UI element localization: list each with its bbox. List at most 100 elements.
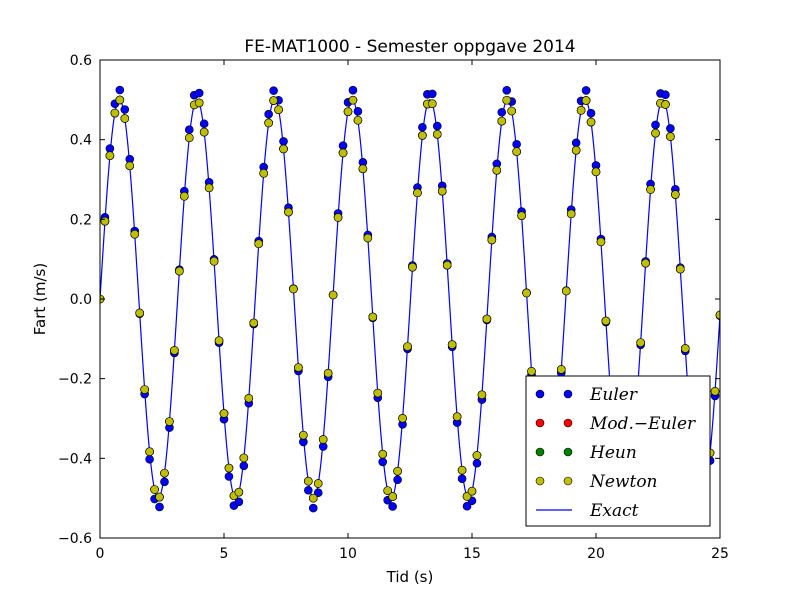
data-point-euler	[512, 139, 521, 149]
data-point-newton	[150, 485, 159, 494]
data-point-newton	[596, 237, 606, 247]
data-point-newton	[264, 118, 273, 128]
legend-marker-newton	[535, 476, 545, 486]
data-point-newton	[502, 95, 512, 105]
chart-title: FE-MAT1000 - Semester oppgave 2014	[244, 37, 575, 57]
data-point-newton	[512, 147, 521, 156]
data-point-newton	[472, 451, 482, 460]
data-point-newton	[403, 342, 412, 351]
data-point-newton	[467, 486, 477, 496]
data-point-newton	[432, 130, 442, 139]
data-point-newton	[170, 346, 179, 355]
data-point-newton	[373, 388, 383, 398]
data-point-euler	[651, 120, 660, 130]
data-point-newton	[482, 314, 492, 324]
legend-label-newton: Newton	[589, 472, 658, 492]
data-point-newton	[576, 106, 586, 115]
data-point-euler	[378, 457, 388, 467]
data-point-newton	[442, 260, 452, 270]
data-point-newton	[428, 99, 437, 108]
data-point-newton	[561, 286, 571, 296]
data-point-euler	[234, 497, 244, 507]
data-point-euler	[313, 488, 323, 498]
data-point-euler	[115, 85, 125, 95]
data-point-newton	[710, 386, 720, 396]
data-point-newton	[358, 164, 368, 174]
data-point-euler	[239, 461, 249, 471]
data-point-newton	[274, 105, 283, 115]
data-point-newton	[269, 96, 278, 105]
y-tick-label: −0.2	[58, 372, 92, 388]
data-point-newton	[219, 409, 229, 418]
data-point-newton	[145, 447, 154, 456]
data-point-newton	[165, 417, 174, 426]
data-point-newton	[105, 151, 115, 161]
data-point-newton	[661, 100, 670, 109]
data-point-newton	[249, 318, 259, 328]
data-point-newton	[715, 310, 720, 320]
data-point-euler	[472, 458, 482, 468]
data-point-newton	[646, 185, 655, 194]
data-point-newton	[160, 468, 169, 478]
y-axis: −0.6 −0.4 −0.2 0.0 0.2 0.4 0.6	[58, 53, 720, 547]
data-point-euler	[388, 502, 397, 511]
data-point-newton	[155, 492, 164, 502]
data-point-euler	[571, 138, 581, 148]
data-point-euler	[105, 144, 115, 153]
data-point-newton	[199, 127, 209, 137]
y-tick-label: 0.0	[70, 292, 92, 308]
data-point-euler	[304, 485, 313, 495]
legend-marker-mod-euler	[535, 418, 545, 428]
data-point-newton	[214, 336, 224, 345]
data-point-newton	[318, 435, 328, 444]
data-point-newton	[333, 213, 343, 222]
data-point-newton	[348, 95, 358, 105]
legend-marker-euler	[535, 389, 545, 399]
data-point-euler	[497, 107, 507, 117]
data-point-newton	[487, 235, 497, 245]
data-point-newton	[180, 191, 189, 201]
data-point-newton	[408, 262, 417, 272]
x-tick-label: 0	[96, 546, 105, 562]
data-point-newton	[383, 486, 392, 495]
data-point-newton	[125, 161, 135, 171]
y-axis-label: Fart (m/s)	[31, 263, 49, 335]
legend-label-euler: Euler	[589, 385, 638, 405]
y-tick-label: 0.6	[70, 53, 92, 69]
data-point-newton	[378, 449, 388, 459]
legend-marker-mod-euler	[563, 418, 573, 428]
data-point-euler	[264, 109, 273, 119]
data-point-euler	[428, 89, 437, 99]
x-tick-label: 5	[220, 546, 229, 562]
data-point-newton	[388, 492, 397, 501]
data-point-newton	[363, 233, 373, 243]
data-point-newton	[100, 216, 110, 226]
data-point-newton	[398, 414, 407, 423]
data-point-newton	[556, 365, 566, 374]
legend-marker-euler	[563, 389, 573, 399]
data-point-newton	[313, 479, 323, 488]
data-point-euler	[279, 137, 288, 146]
legend-marker-heun	[563, 447, 573, 457]
data-point-newton	[581, 96, 591, 105]
legend-marker-newton	[563, 476, 573, 486]
y-tick-label: 0.4	[70, 133, 92, 149]
data-point-newton	[279, 144, 288, 154]
data-point-newton	[323, 368, 333, 378]
data-point-euler	[120, 105, 130, 114]
data-point-newton	[601, 316, 611, 326]
data-point-euler	[269, 86, 278, 95]
data-point-newton	[418, 131, 427, 140]
data-point-newton	[284, 207, 293, 217]
data-point-euler	[338, 141, 348, 150]
data-point-newton	[259, 169, 268, 178]
data-point-newton	[135, 308, 144, 318]
data-point-newton	[651, 128, 660, 138]
x-tick-label: 25	[711, 546, 729, 562]
data-point-euler	[581, 86, 591, 95]
data-point-newton	[641, 258, 650, 268]
data-point-newton	[353, 115, 363, 125]
data-point-euler	[348, 85, 358, 95]
data-point-newton	[437, 186, 447, 196]
data-point-newton	[204, 183, 214, 193]
